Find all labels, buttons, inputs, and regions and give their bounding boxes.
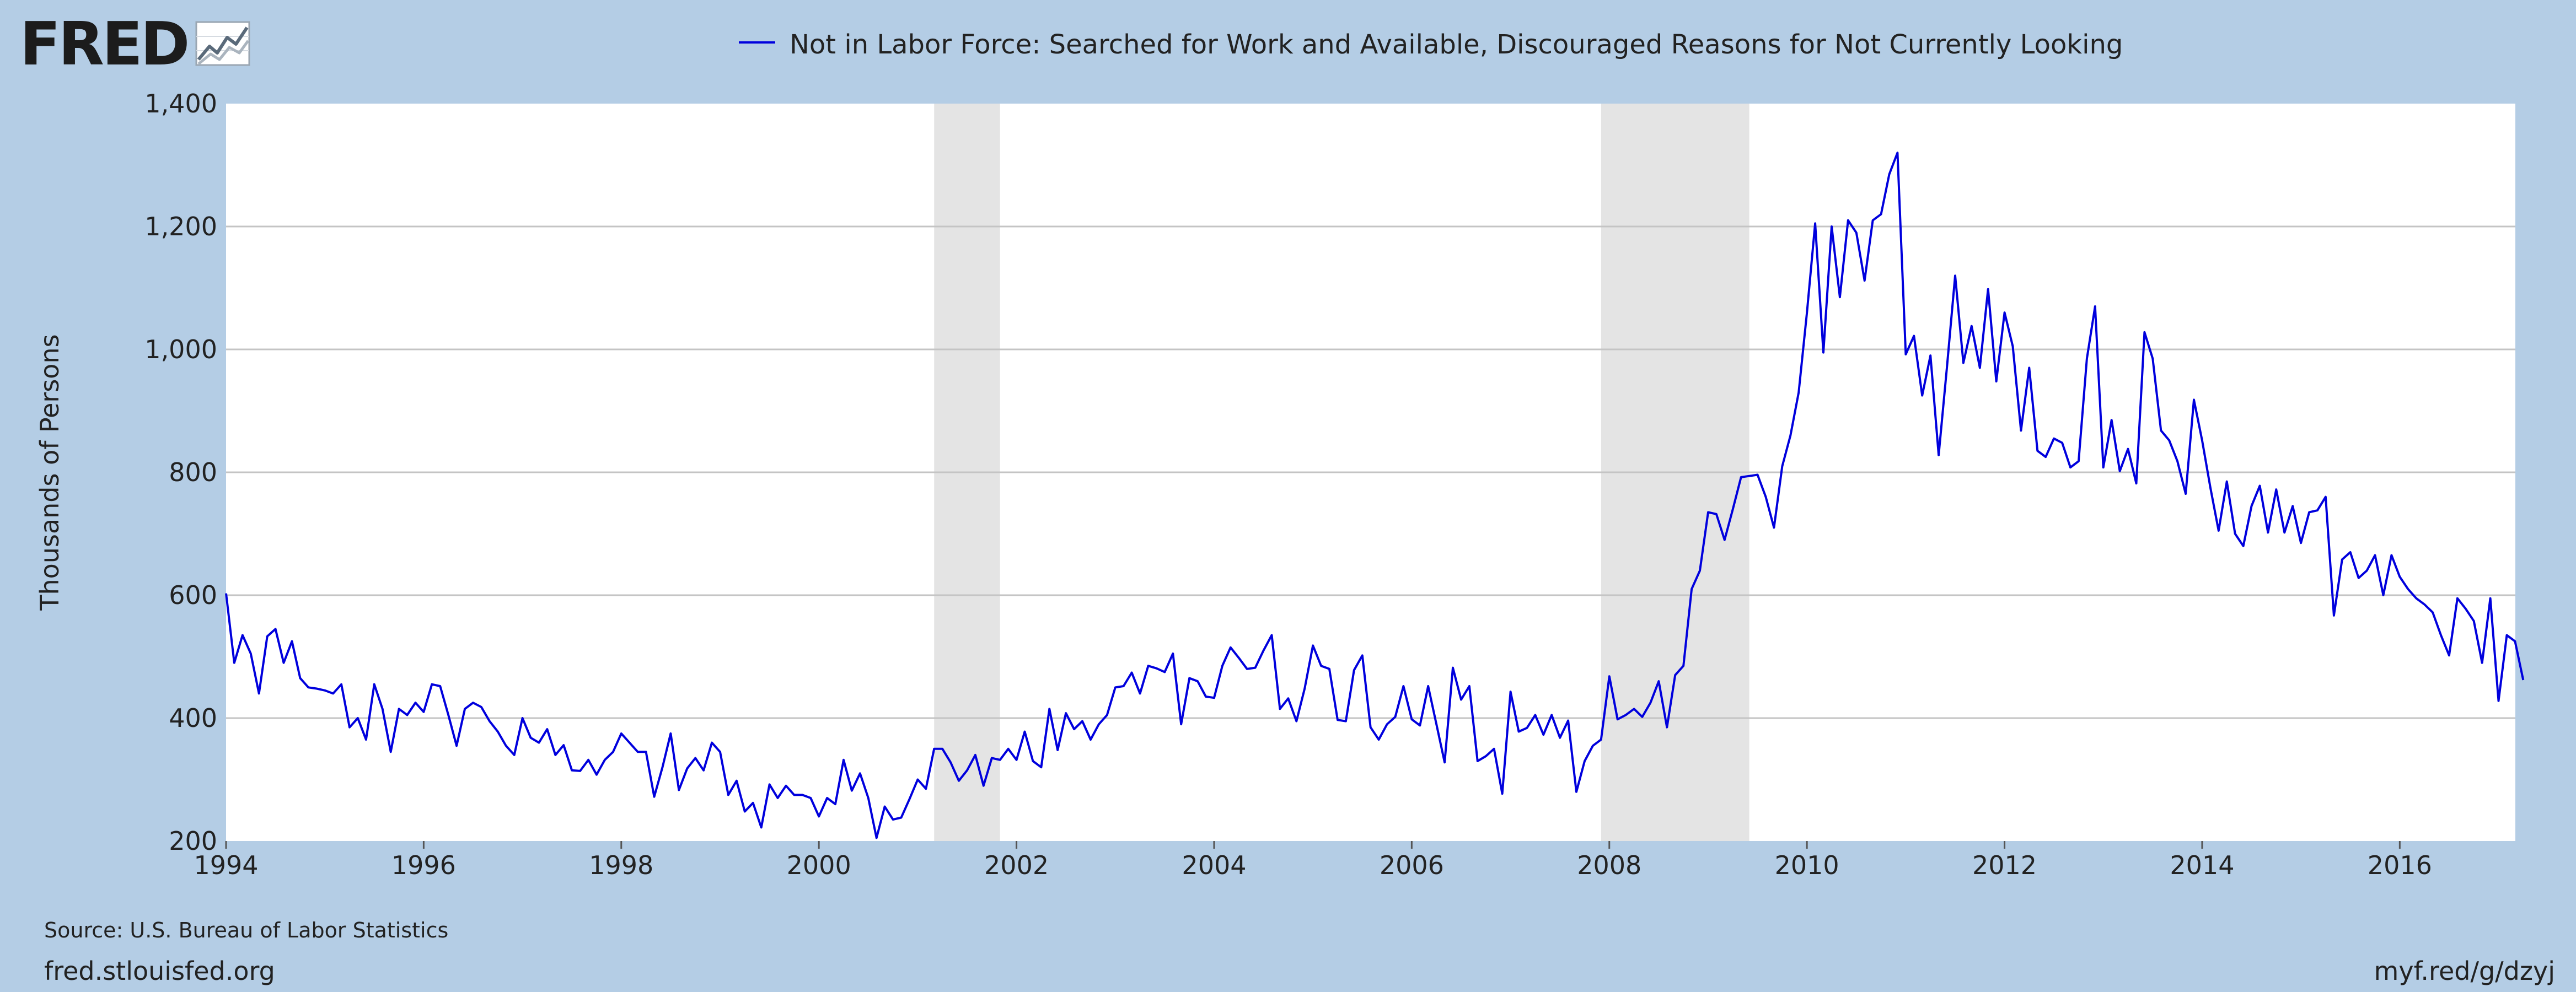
x-tick-label: 2006: [1380, 850, 1444, 880]
legend-label: Not in Labor Force: Searched for Work an…: [790, 29, 2123, 60]
y-tick-label: 1,000: [144, 335, 217, 364]
short-link[interactable]: myf.red/g/dzyj: [2374, 956, 2555, 986]
x-tick-label: 1998: [589, 850, 653, 880]
y-tick-label: 800: [169, 457, 217, 487]
y-tick-label: 1,200: [144, 212, 217, 241]
fred-logo-text: FRED: [20, 10, 190, 79]
fred-logo[interactable]: FRED: [20, 14, 262, 75]
y-tick-label: 600: [169, 580, 217, 610]
legend-swatch: [739, 41, 775, 44]
x-tick-label: 2010: [1775, 850, 1839, 880]
y-tick-label: 400: [169, 703, 217, 733]
fred-graph-icon: [195, 21, 250, 66]
chart-legend: Not in Labor Force: Searched for Work an…: [739, 25, 2123, 64]
x-tick-label: 2002: [984, 850, 1049, 880]
x-tick-label: 2008: [1577, 850, 1641, 880]
site-link[interactable]: fred.stlouisfed.org: [44, 956, 275, 986]
x-tick-label: 2016: [2368, 850, 2432, 880]
x-tick-label: 2004: [1182, 850, 1246, 880]
y-tick-label: 200: [169, 826, 217, 856]
x-tick-label: 2000: [787, 850, 851, 880]
x-tick-label: 1994: [194, 850, 258, 880]
source-note: Source: U.S. Bureau of Labor Statistics: [44, 918, 449, 942]
series-line-1: [225, 152, 2525, 839]
y-tick-label: 1,400: [144, 89, 217, 118]
x-tick-label: 2014: [2170, 850, 2234, 880]
x-tick-label: 1996: [391, 850, 456, 880]
x-tick-label: 2012: [1972, 850, 2037, 880]
y-axis-title: Thousands of Persons: [35, 334, 65, 611]
